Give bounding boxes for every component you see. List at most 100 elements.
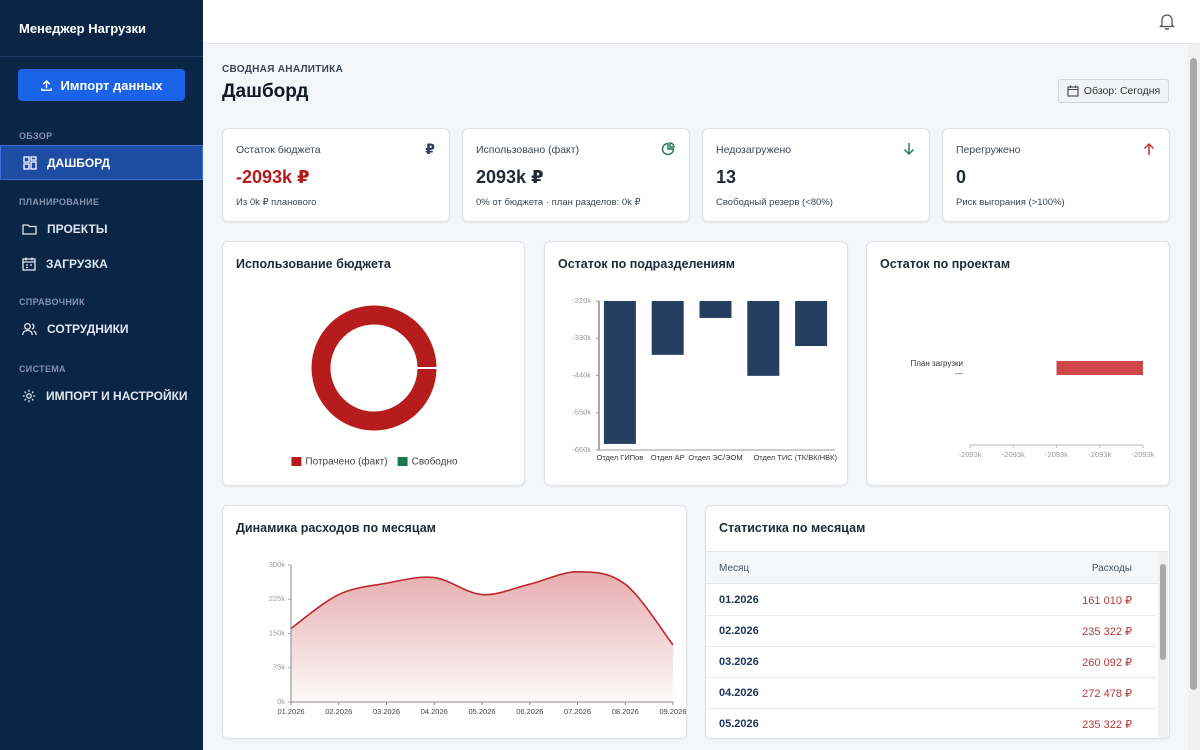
kpi-icon [1144,143,1154,155]
import-button[interactable]: Импорт данных [18,69,185,101]
chart-card: -2093k -2093k -2093k -2093k -2093k План загру… [866,241,1170,486]
cell: 161 010 ₽ [1082,595,1132,607]
area-fill [291,571,673,702]
nav-item[interactable]: СОТРУДНИКИ [0,311,203,346]
nav-item[interactable]: ПРОЕКТЫ [0,211,203,246]
sidebar: Менеджер Нагрузки Импорт данных ОБЗОР ДА… [0,0,203,750]
x-tick-label: 02.2026 [325,707,352,716]
upload-icon [41,79,53,91]
section-title: ПЛАНИРОВАНИЕ [19,197,100,207]
table-row: 01.2026 161 010 ₽ [706,585,1156,616]
bar [603,301,636,444]
kpi-note: Из 0k ₽ планового [236,197,317,208]
cell: 235 322 ₽ [1082,719,1132,731]
table-row: 05.2026 235 322 ₽ [706,709,1156,738]
top-bar [203,0,1200,44]
kpi-note: Свободный резерв (<80%) [716,197,833,208]
cell: 02.2026 [719,625,759,637]
section-title: ОБЗОР [19,131,53,141]
nav-label: ПРОЕКТЫ [47,221,108,236]
kpi-label: Недозагружено [716,144,792,156]
cell: 05.2026 [719,718,759,730]
legend-swatch [397,457,408,466]
chart-title: Остаток по подразделениям [558,257,736,271]
nav-label: СОТРУДНИКИ [47,321,129,336]
y-tick-label: План загрузки [910,359,963,368]
x-tick-label: 03.2026 [373,707,400,716]
chart-card: 0k 75k 150k 225k 300k 01.2026 02.2026 03.2026 04… [222,505,687,739]
section-title: СПРАВОЧНИК [19,297,85,307]
table-scrollbar[interactable] [1158,552,1168,738]
y-tick-label: -660k [572,445,591,454]
kpi-card: Использовано (факт) 2093k ₽ 0% от бюджет… [462,128,690,222]
scroll-thumb[interactable] [1160,564,1166,660]
kpi-value: 0 [956,167,967,187]
cell: 260 092 ₽ [1082,657,1132,669]
page-scrollbar[interactable] [1188,44,1200,750]
x-tick-label: 09.2026 [659,707,686,716]
nav-item[interactable]: ЗАГРУЗКА [0,246,203,281]
chart-title: Остаток по проектам [880,257,1011,271]
table-title: Статистика по месяцам [719,521,866,535]
x-tick-label: -2093k [1132,450,1155,459]
nav-icon [22,223,37,235]
y-tick-note: — [955,369,963,378]
nav-icon [22,322,37,335]
calendar-icon [1067,85,1079,97]
nav-icon [22,389,36,402]
y-tick-label: -550k [572,408,591,417]
x-tick-label: -2093k [1045,450,1068,459]
chart: -220k -330k -440k -550k -660k Отдел ГИПов Отде… [572,296,837,462]
kpi-card: Недозагружено 13 Свободный резерв (<80%) [702,128,930,222]
y-tick-label: 225k [269,594,286,603]
x-tick-label: Отдел ГИПов [597,453,644,462]
y-tick-label: -440k [572,370,591,379]
x-tick-label: -2093k [959,450,982,459]
x-tick-label: 05.2026 [468,707,495,716]
column-header: Месяц [719,563,750,574]
period-button[interactable]: Обзор: Сегодня [1058,79,1169,103]
legend-label: Потрачено (факт) [305,456,387,468]
kpi-note: Риск выгорания (>100%) [956,197,1065,208]
page-title: Дашборд [222,81,309,102]
y-tick-label: 300k [269,560,286,569]
chart: 0k 75k 150k 225k 300k 01.2026 02.2026 03.2026 04… [269,560,686,716]
divider [0,56,203,57]
chart-card: -220k -330k -440k -550k -660k Отдел ГИПов Отде… [544,241,848,486]
table-row: 02.2026 235 322 ₽ [706,616,1156,647]
notifications-icon[interactable] [1159,13,1175,30]
x-tick-label: Отдел ТИС (ТК/ВК/НВК) [753,453,837,462]
cell: 272 478 ₽ [1082,688,1132,700]
import-button-label: Импорт данных [60,77,163,93]
kpi-icon: ₽ [425,141,435,157]
y-tick-label: 0k [277,697,285,706]
period-button-label: Обзор: Сегодня [1083,85,1161,97]
kpi-label: Использовано (факт) [476,144,580,156]
pie-slice [311,305,437,431]
scroll-thumb[interactable] [1190,58,1197,690]
chart-title: Использование бюджета [236,257,391,271]
x-tick-label: Отдел ЭС/ЭОМ [688,453,742,462]
kpi-label: Остаток бюджета [236,144,321,156]
nav-item[interactable]: ИМПОРТ И НАСТРОЙКИ [0,378,203,413]
nav-item[interactable]: ДАШБОРД [0,145,203,180]
kpi-icon [661,142,675,156]
kpi-card: Остаток бюджета ₽ -2093k ₽ Из 0k ₽ плано… [222,128,450,222]
nav-label: ЗАГРУЗКА [46,256,108,271]
kpi-icon [904,143,914,155]
y-tick-label: 75k [273,663,285,672]
x-tick-label: 07.2026 [564,707,591,716]
nav-label: ДАШБОРД [47,155,111,170]
bar [795,301,828,347]
table-header: Месяц Расходы [706,551,1168,584]
x-tick-label: -2093k [1002,450,1025,459]
area-line [290,571,674,646]
chart-title: Динамика расходов по месяцам [236,521,436,535]
cell: 01.2026 [719,594,759,606]
legend-label: Свободно [412,456,458,468]
x-tick-label: 06.2026 [516,707,543,716]
app-name: Менеджер Нагрузки [19,21,147,36]
chart-card: Потрачено (факт) Свободно Использование б… [222,241,525,486]
x-tick-label: -2093k [1088,450,1111,459]
y-tick-label: 150k [269,628,286,637]
